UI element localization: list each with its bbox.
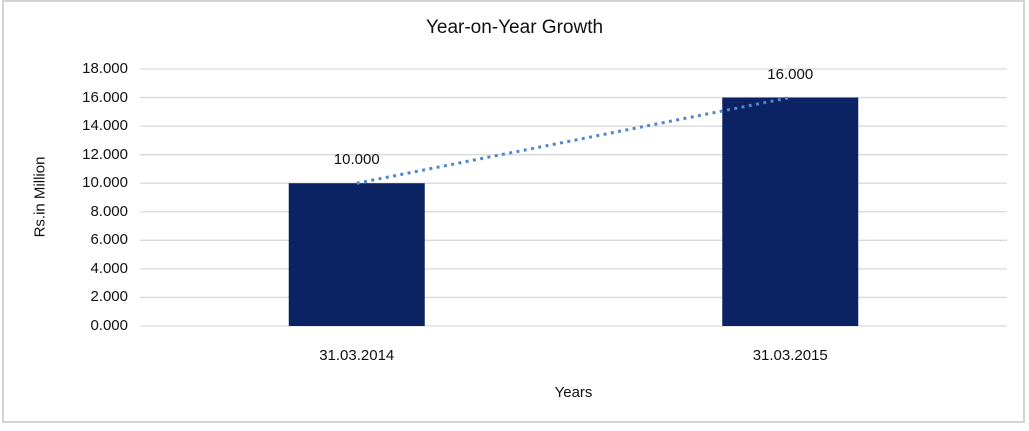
y-tick-label: 2.000 <box>90 288 128 306</box>
y-tick-label: 6.000 <box>90 231 128 249</box>
y-tick-label: 4.000 <box>90 259 128 277</box>
bar <box>722 97 859 326</box>
y-tick-label: 0.000 <box>90 317 128 334</box>
category-label: 31.03.2014 <box>319 347 395 364</box>
y-tick-label: 12.000 <box>82 145 128 163</box>
data-label: 16.000 <box>767 65 814 83</box>
category-label: 31.03.2015 <box>752 347 828 364</box>
x-axis-title: Years <box>554 384 593 401</box>
y-tick-label: 14.000 <box>82 117 128 135</box>
bar <box>288 183 425 326</box>
y-tick-label: 8.000 <box>90 202 128 220</box>
data-label: 10.000 <box>333 151 380 169</box>
y-tick-label: 16.000 <box>82 88 128 106</box>
y-tick-label: 10.000 <box>82 174 128 192</box>
y-tick-label: 18.000 <box>82 60 128 77</box>
chart-title: Year-on-Year Growth <box>425 17 604 38</box>
